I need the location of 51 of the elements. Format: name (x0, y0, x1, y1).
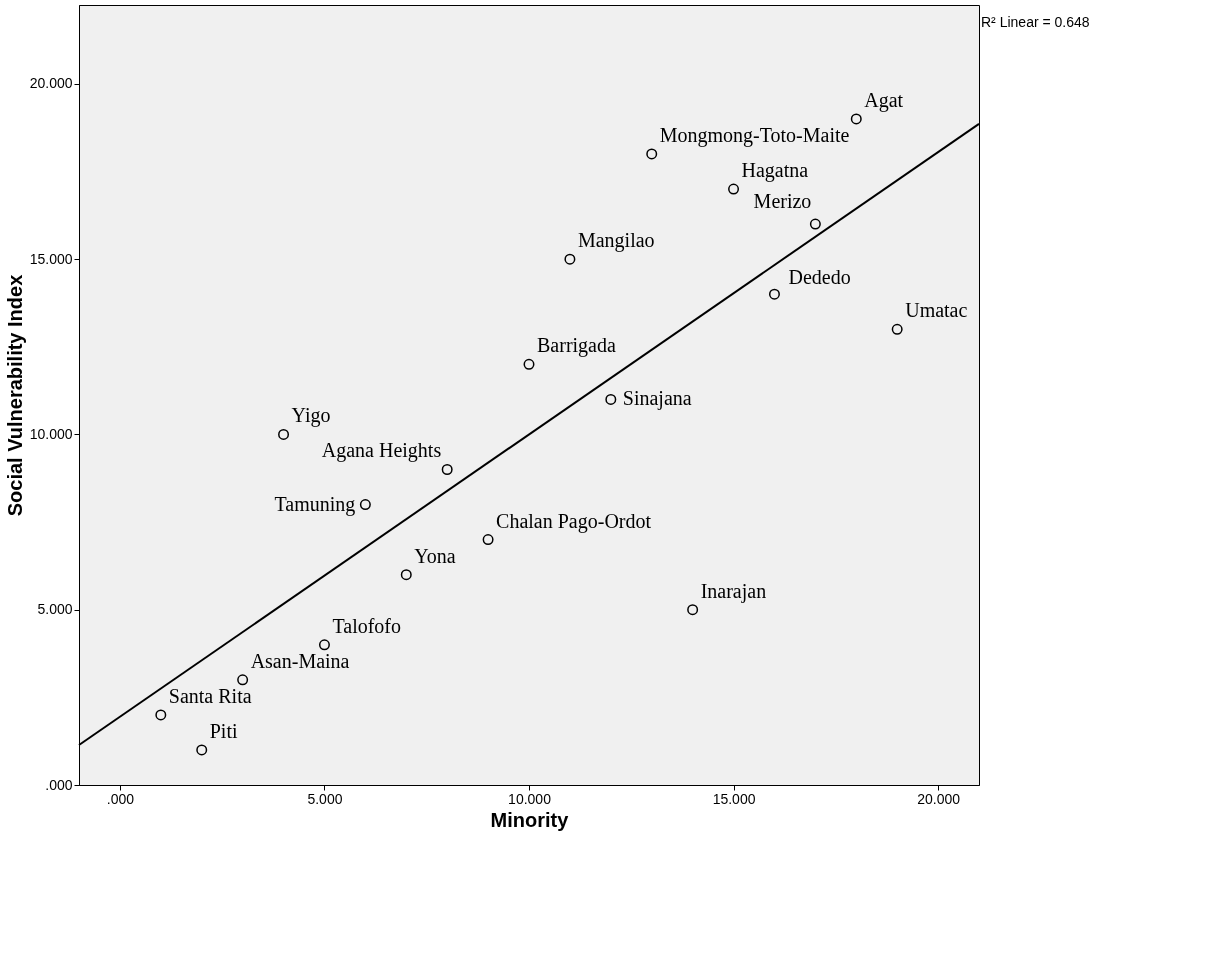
annotation: Barrigada (537, 334, 616, 358)
y-tick-label: 15.000 (29, 250, 73, 267)
point (400, 569, 412, 581)
point (687, 604, 699, 616)
y-tick-label: 20.000 (29, 75, 73, 92)
point (237, 674, 249, 686)
point (809, 218, 821, 230)
annotation: Merizo (753, 190, 812, 213)
point (768, 288, 780, 300)
x-tick-label: 20.000 (917, 790, 961, 807)
annotation: Yona (414, 544, 456, 567)
point (196, 744, 208, 756)
text: R² Linear = 0.648 (981, 14, 1090, 30)
y-axis-title: Social Vulnerability Index (3, 274, 26, 517)
annotation: Sinajana (622, 387, 692, 411)
point (441, 464, 453, 475)
x-axis-title: Minority (490, 808, 570, 831)
annotation: Mongmong-Toto-Maite (659, 123, 850, 147)
annotation: Chalan Pago-Ordot (496, 509, 652, 533)
point (482, 534, 494, 546)
y-tick-label: .000 (45, 776, 73, 793)
point (155, 709, 167, 721)
annotation: Piti (209, 719, 238, 742)
point (564, 253, 576, 265)
annotation: Dededo (788, 266, 851, 289)
x-tick-label: 10.000 (508, 790, 552, 807)
annotation: Asan-Maina (250, 649, 350, 672)
point (891, 323, 903, 335)
point (359, 499, 371, 511)
point (523, 358, 535, 370)
x-tick-label: .000 (106, 790, 135, 807)
annotation: Agat (864, 88, 904, 112)
annotation: Mangilao (577, 229, 655, 253)
y-tick-label: 5.000 (37, 601, 73, 618)
x-tick-label: 15.000 (712, 790, 756, 807)
point (278, 428, 290, 440)
y-tick-label: 10.000 (29, 425, 73, 442)
point (318, 639, 330, 651)
annotation: Agana Heights (321, 439, 442, 463)
point (728, 183, 740, 195)
point (605, 393, 617, 405)
annotation: Umatac (905, 299, 968, 322)
x-tick-label: 5.000 (307, 790, 343, 807)
annotation: Santa Rita (168, 684, 252, 707)
annotation: Tamuning (274, 492, 356, 516)
point (850, 113, 862, 125)
annotation: Talofofo (332, 614, 402, 637)
annotation: Yigo (291, 404, 331, 428)
annotation: Hagatna (741, 159, 809, 183)
annotation: Inarajan (700, 579, 767, 603)
point (646, 148, 658, 160)
